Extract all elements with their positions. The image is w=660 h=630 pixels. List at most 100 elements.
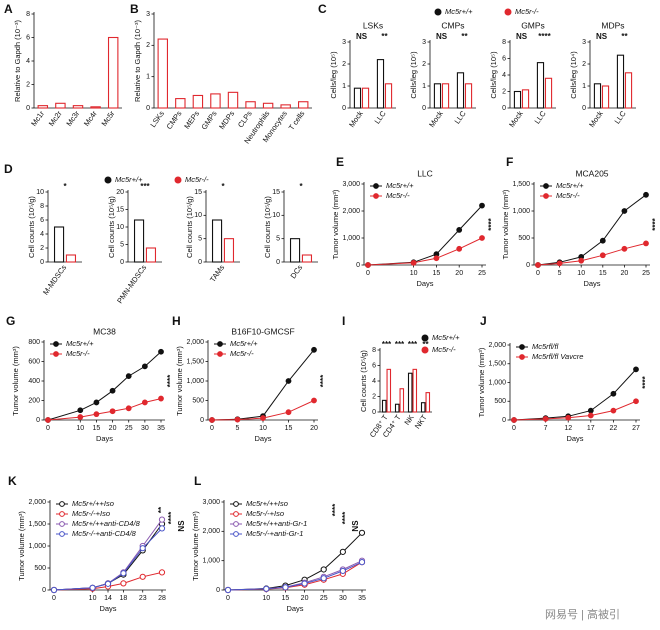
legend-swatch <box>434 8 442 16</box>
significance: ** <box>621 32 628 41</box>
y-tick-label: 15 <box>194 189 202 196</box>
x-tick-label: 0 <box>46 425 50 432</box>
y-tick-label: 1,500 <box>488 361 506 368</box>
x-tick-label: Mock <box>347 109 365 129</box>
x-tick-label: 35 <box>358 595 366 602</box>
y-tick-label: 5 <box>198 236 202 243</box>
data-point <box>479 235 485 241</box>
legend-label: Mc5r-/-+Iso <box>72 509 110 518</box>
y-axis-label: Cells/leg (10⁵) <box>329 51 338 99</box>
data-point <box>120 570 127 577</box>
y-tick-label: 2 <box>40 245 44 252</box>
data-point <box>209 417 215 423</box>
y-tick-label: 6 <box>502 55 506 62</box>
x-tick-label: 15 <box>282 595 290 602</box>
series-line <box>227 532 363 591</box>
bar <box>399 388 405 413</box>
y-axis-label: Cell counts (10⁵/g) <box>185 196 194 258</box>
y-tick-label: 10 <box>194 212 202 219</box>
legend-label: Mc5r-/-+anti-Gr-1 <box>246 529 303 538</box>
bar <box>227 91 239 109</box>
x-axis-label: Days <box>254 434 271 443</box>
bar <box>412 368 418 413</box>
y-tick-label: 200 <box>28 397 40 404</box>
data-point <box>285 409 292 416</box>
x-tick-label: 0 <box>512 425 516 432</box>
y-axis-label: Tumor volume (mm³) <box>17 511 26 581</box>
data-point <box>77 414 84 420</box>
y-tick-label: 8 <box>502 39 506 46</box>
y-tick-label: 0 <box>120 259 124 266</box>
bar <box>223 238 235 263</box>
data-point <box>109 408 116 415</box>
series-line <box>211 349 315 421</box>
legend-label: Mc5r-/- <box>66 349 90 358</box>
data-point <box>365 262 371 268</box>
significance: **** <box>331 503 340 516</box>
y-axis-label: Tumor volume (mm³) <box>191 511 200 581</box>
bar <box>298 101 309 109</box>
legend-label: Mc5r-/- <box>185 175 209 184</box>
significance: NS <box>516 32 528 41</box>
x-tick-label: 15 <box>93 425 101 432</box>
y-tick-label: 10 <box>272 212 280 219</box>
bar <box>601 85 610 109</box>
legend-label: Mc5r-/-+anti-CD4/8 <box>72 529 137 538</box>
y-axis-label: Relative to Gapdh (10⁻³) <box>13 20 22 102</box>
x-axis-label: Days <box>583 279 600 288</box>
x-tick-label: 10 <box>410 270 418 277</box>
bar <box>72 105 84 109</box>
significance: **** <box>651 217 660 230</box>
data-point <box>158 516 166 523</box>
y-axis-label: Cell counts (10⁵/g) <box>107 196 116 258</box>
x-tick-label: Mock <box>427 109 445 129</box>
data-point <box>125 373 132 380</box>
data-point <box>599 252 606 259</box>
chart-title: LLC <box>417 168 433 178</box>
y-tick-label: 0 <box>200 417 204 424</box>
data-point <box>479 202 485 209</box>
bar <box>53 226 65 263</box>
y-tick-label: 0 <box>36 417 40 424</box>
legend-swatch <box>59 511 65 517</box>
bar <box>175 98 186 109</box>
legend-swatch <box>53 341 59 347</box>
x-tick-label: 25 <box>642 270 650 277</box>
legend-label: Mc5r+/++Iso <box>72 499 114 508</box>
bar <box>433 83 442 109</box>
data-point <box>358 529 366 536</box>
y-tick-label: 15 <box>116 206 124 213</box>
legend-swatch <box>421 346 429 354</box>
y-tick-label: 3,000 <box>202 499 220 506</box>
legend-label: Mc5r-/-+Iso <box>246 509 284 518</box>
y-tick-label: 1 <box>582 83 586 90</box>
x-tick-label: DCs <box>289 263 305 280</box>
panel-label: C <box>318 2 327 16</box>
data-point <box>556 260 563 267</box>
data-point <box>621 245 628 252</box>
y-tick-label: 15 <box>272 189 280 196</box>
data-point <box>93 399 100 406</box>
bar <box>593 83 602 109</box>
panel-label: G <box>6 314 15 328</box>
series-line <box>537 242 647 266</box>
legend-label: Mc5rfl/fl <box>532 342 559 351</box>
legend-swatch <box>519 354 525 360</box>
significance: * <box>221 182 225 191</box>
y-tick-label: 0 <box>276 259 280 266</box>
y-tick-label: 0 <box>40 259 44 266</box>
data-point <box>633 398 639 405</box>
legend-label: Mc5r+/++anti-CD4/8 <box>72 519 141 528</box>
legend-swatch <box>504 8 512 16</box>
x-tick-label: LLC <box>452 109 468 126</box>
y-tick-label: 20 <box>116 189 124 196</box>
series-line <box>53 571 163 591</box>
bar <box>381 399 387 413</box>
legend-label: Mc5r+/+ <box>556 181 584 190</box>
bar <box>55 102 66 109</box>
data-point <box>125 405 132 412</box>
panel-label: K <box>8 474 17 488</box>
data-point <box>433 255 440 262</box>
legend-label: Mc5r+/++anti-Gr-1 <box>246 519 307 528</box>
legend-swatch <box>233 531 239 537</box>
